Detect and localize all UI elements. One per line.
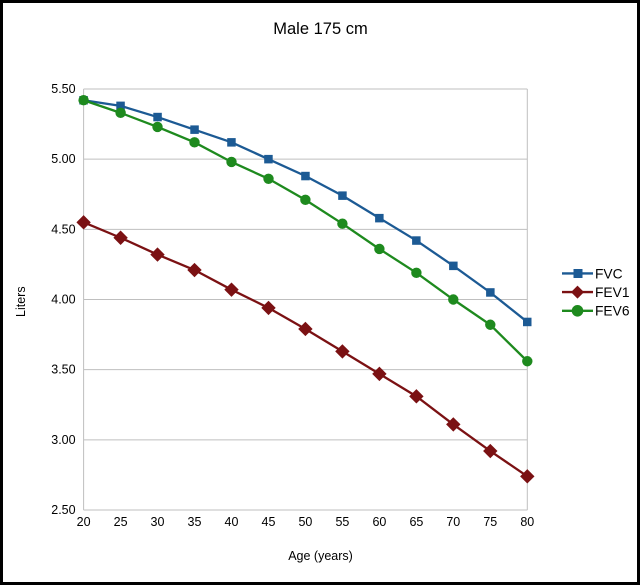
svg-text:80: 80: [520, 515, 534, 529]
svg-text:35: 35: [188, 515, 202, 529]
svg-text:20: 20: [77, 515, 91, 529]
svg-text:50: 50: [298, 515, 312, 529]
svg-text:2.50: 2.50: [51, 503, 75, 517]
svg-text:25: 25: [114, 515, 128, 529]
svg-text:60: 60: [372, 515, 386, 529]
svg-text:4.00: 4.00: [51, 293, 75, 307]
svg-text:40: 40: [225, 515, 239, 529]
svg-text:3.50: 3.50: [51, 363, 75, 377]
svg-text:5.50: 5.50: [51, 82, 75, 96]
svg-text:4.50: 4.50: [51, 222, 75, 236]
svg-text:75: 75: [483, 515, 497, 529]
svg-text:45: 45: [262, 515, 276, 529]
svg-text:3.00: 3.00: [51, 433, 75, 447]
svg-text:70: 70: [446, 515, 460, 529]
svg-text:30: 30: [151, 515, 165, 529]
svg-text:65: 65: [409, 515, 423, 529]
svg-text:55: 55: [335, 515, 349, 529]
svg-text:5.00: 5.00: [51, 152, 75, 166]
